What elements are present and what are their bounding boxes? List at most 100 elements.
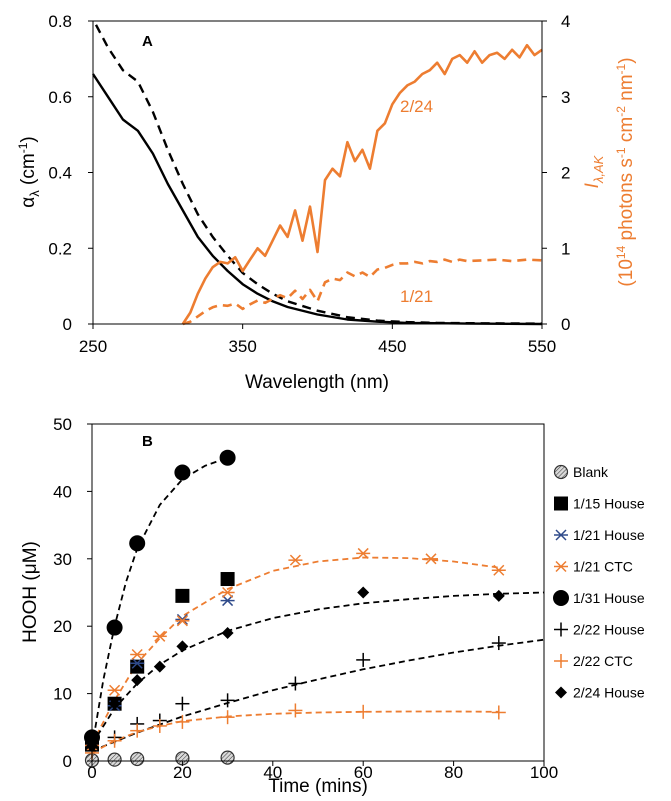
- panel-b-x-ticks: 0 20 40 60 80 100: [87, 761, 558, 782]
- panel-a-series-1-21: [182, 258, 543, 326]
- panel-b-x-tick-label: 0: [87, 763, 96, 782]
- panel-a-x-tick-label: 350: [228, 337, 256, 356]
- point-1-21-ctc: [220, 586, 235, 599]
- legend-marker-2-22-ctc: [554, 654, 568, 668]
- point-2-24-house: [131, 674, 144, 687]
- panel-b-y-tick-label: 0: [63, 752, 72, 771]
- panel-a-x-axis-label: Wavelength (nm): [245, 372, 389, 393]
- legend-marker-1-21-ctc: [554, 560, 568, 573]
- panel-b-x-tick-label: 20: [173, 763, 192, 782]
- point-2-22-ctc: [175, 714, 190, 729]
- panel-a-label: A: [142, 33, 153, 50]
- point-1-21-ctc: [356, 547, 371, 559]
- legend-label-1-21-house: 1/21 House: [573, 527, 645, 543]
- panel-a-plot-frame: [92, 20, 543, 325]
- point-2-24-house: [357, 586, 370, 599]
- point-1-21-ctc: [491, 564, 506, 576]
- panel-b-plot-frame: [91, 423, 545, 762]
- panel-a-x-tick-label: 450: [378, 337, 406, 356]
- panel-a-annotation-1-21: 1/21: [400, 287, 433, 306]
- panel-b-x-tick-label: 40: [263, 763, 282, 782]
- point-2-24-house: [153, 660, 166, 673]
- point-1-31-house: [174, 464, 191, 481]
- legend-label-1-21-ctc: 1/21 CTC: [573, 559, 633, 575]
- legend-item-1-21-house: 1/21 House: [554, 527, 645, 543]
- legend-label-blank: Blank: [573, 464, 609, 480]
- panel-a-x-ticks: 250 350 450 550: [79, 324, 556, 356]
- point-2-22-house: [220, 693, 235, 708]
- panel-a-y2-tick-label: 0: [561, 315, 570, 334]
- panel-b-y-tick-label: 20: [53, 617, 72, 636]
- legend-item-2-22-ctc: 2/22 CTC: [554, 653, 633, 669]
- legend-marker-1-21-house: [554, 529, 568, 541]
- panel-b-y-tick-label: 10: [53, 685, 72, 704]
- point-2-22-ctc: [152, 718, 167, 733]
- point-1-21-ctc: [152, 630, 167, 642]
- point-1-15-house: [175, 588, 190, 603]
- legend-label-2-24-house: 2/24 House: [573, 685, 645, 701]
- panel-b-markers: [84, 449, 506, 768]
- point-1-21-ctc: [175, 615, 190, 627]
- panel-a-y-tick-label: 0.6: [48, 88, 72, 107]
- panel-a-y-tick-label: 0: [63, 315, 72, 334]
- panel-a-series-solid-black: [91, 73, 543, 326]
- point-2-24-house: [221, 626, 234, 639]
- point-1-31-house: [219, 449, 236, 466]
- point-1-21-ctc: [107, 684, 122, 696]
- legend-item-2-24-house: 2/24 House: [555, 685, 645, 701]
- point-1-21-house: [220, 595, 235, 607]
- panel-b-fit-lines: [91, 456, 545, 754]
- point-blank: [107, 752, 122, 767]
- panel-b: 0 20 40 60 80 100 0 10 20 30 40 50 B Time (mins) H…: [20, 415, 645, 797]
- point-1-21-house: [175, 613, 190, 625]
- legend-item-1-31-house: 1/31 House: [553, 590, 645, 606]
- panel-b-y-ticks: 0 10 20 30 40 50: [53, 415, 92, 771]
- legend-label-2-22-house: 2/22 House: [573, 622, 645, 638]
- panel-a-series-dashed-black: [94, 24, 543, 325]
- panel-b-x-axis-label: Time (mins): [268, 776, 368, 797]
- legend-label-2-22-ctc: 2/22 CTC: [573, 653, 633, 669]
- point-2-24-house: [176, 640, 189, 653]
- point-2-22-ctc: [107, 733, 122, 748]
- point-2-24-house: [108, 697, 121, 710]
- panel-a-y2-axis-label-line1: Iλ,AK: [582, 154, 606, 188]
- panel-a-series-2-24: [181, 43, 543, 325]
- panel-a-y-tick-label: 0.2: [48, 239, 72, 258]
- panel-a-y-tick-label: 0.4: [48, 164, 72, 183]
- panel-a-y-ticks: 0 0.2 0.4 0.6 0.8: [48, 12, 93, 334]
- panel-b-legend: Blank 1/15 House 1/21 House 1/21 CTC 1/31 Ho…: [553, 464, 645, 701]
- legend-marker-1-15-house: [554, 496, 568, 511]
- panel-b-y-tick-label: 50: [53, 415, 72, 434]
- legend-marker-blank: [553, 464, 569, 480]
- point-2-22-ctc: [220, 710, 235, 725]
- legend-label-1-15-house: 1/15 House: [573, 496, 645, 512]
- panel-a-y2-tick-label: 4: [561, 12, 570, 31]
- point-blank: [220, 750, 235, 765]
- panel-a-y2-axis-label: Iλ,AK: [582, 154, 606, 188]
- point-blank: [130, 751, 145, 767]
- panel-a-y2-tick-label: 3: [561, 88, 570, 107]
- panel-b-x-tick-label: 60: [354, 763, 373, 782]
- legend-label-1-31-house: 1/31 House: [573, 590, 645, 606]
- legend-item-2-22-house: 2/22 House: [554, 622, 645, 638]
- panel-a-y-tick-label: 0.8: [48, 12, 72, 31]
- panel-a-y-axis-label-text: αλ (cm-1): [16, 136, 42, 207]
- panel-b-x-tick-label: 80: [444, 763, 463, 782]
- panel-a-y2-ticks: 0 1 2 3 4: [542, 12, 570, 334]
- point-1-21-ctc: [130, 648, 145, 661]
- legend-item-blank: Blank: [553, 464, 609, 480]
- point-2-24-house: [492, 589, 505, 602]
- panel-b-x-tick-label: 100: [530, 763, 558, 782]
- panel-a-lines: [91, 24, 543, 326]
- panel-a-y2-axis-label-units: (1014 photons s-1 cm-2 nm-1): [614, 57, 637, 286]
- panel-a-x-tick-label: 250: [79, 337, 107, 356]
- panel-b-label: B: [142, 433, 153, 450]
- point-2-22-ctc: [491, 705, 506, 720]
- fit-line-2-22-ctc: [91, 710, 499, 754]
- panel-a-y2-axis-label-line2: (1014 photons s-1 cm-2 nm-1): [614, 57, 637, 286]
- panel-a-annotation-2-24: 2/24: [400, 97, 433, 116]
- fit-line-2-22-house: [91, 638, 545, 752]
- legend-marker-2-24-house: [555, 686, 567, 699]
